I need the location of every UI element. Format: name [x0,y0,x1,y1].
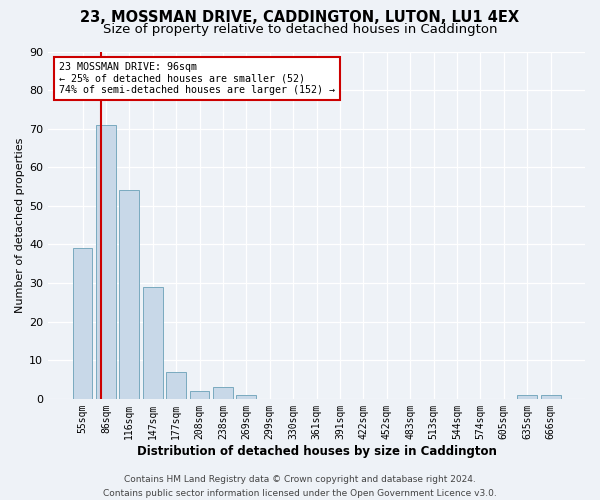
Text: 23, MOSSMAN DRIVE, CADDINGTON, LUTON, LU1 4EX: 23, MOSSMAN DRIVE, CADDINGTON, LUTON, LU… [80,10,520,25]
Bar [213,388,233,399]
Text: Contains HM Land Registry data © Crown copyright and database right 2024.
Contai: Contains HM Land Registry data © Crown c… [103,476,497,498]
Text: Size of property relative to detached houses in Caddington: Size of property relative to detached ho… [103,22,497,36]
Bar [190,391,209,399]
Bar [143,287,163,399]
Text: 23 MOSSMAN DRIVE: 96sqm
← 25% of detached houses are smaller (52)
74% of semi-de: 23 MOSSMAN DRIVE: 96sqm ← 25% of detache… [59,62,335,95]
Bar [166,372,186,399]
Bar [119,190,139,399]
Bar [96,125,116,399]
Bar [517,395,537,399]
Bar [541,395,560,399]
X-axis label: Distribution of detached houses by size in Caddington: Distribution of detached houses by size … [137,444,497,458]
Bar [236,395,256,399]
Bar [73,248,92,399]
Y-axis label: Number of detached properties: Number of detached properties [15,138,25,313]
